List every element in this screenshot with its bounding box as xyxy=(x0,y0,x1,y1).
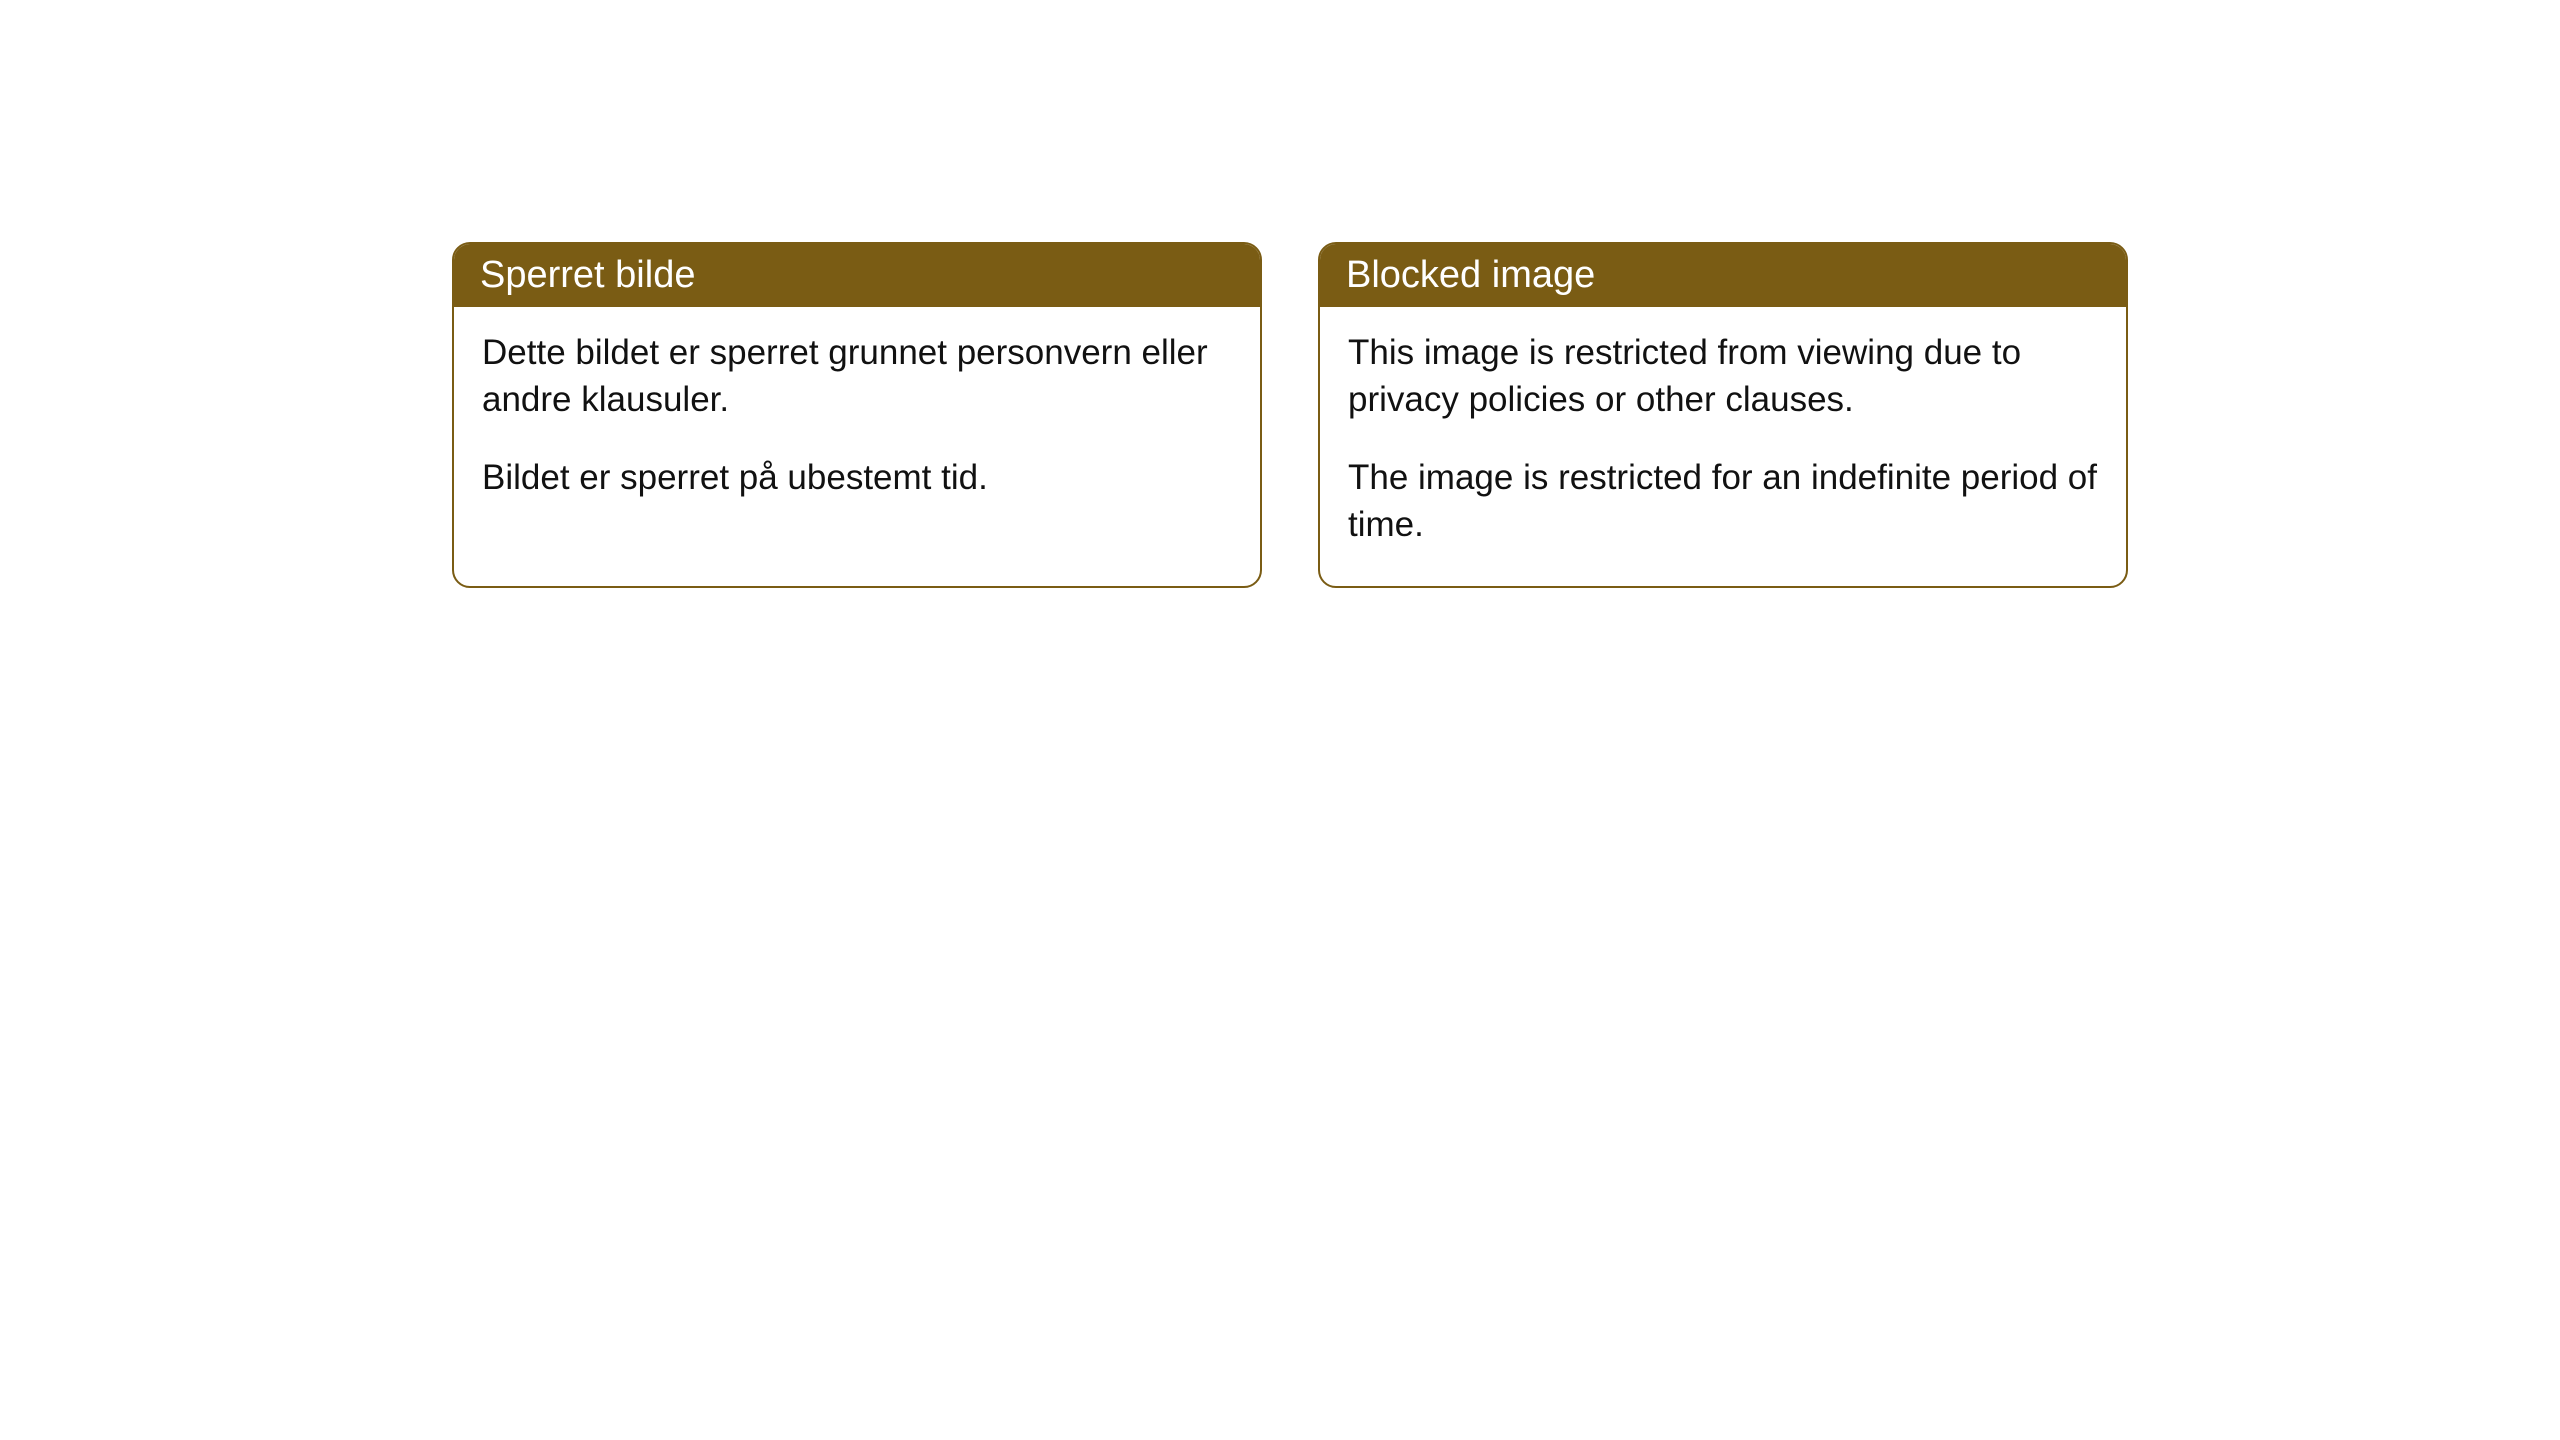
blocked-image-card-norwegian: Sperret bilde Dette bildet er sperret gr… xyxy=(452,242,1262,588)
card-body: This image is restricted from viewing du… xyxy=(1320,307,2126,586)
card-paragraph: Bildet er sperret på ubestemt tid. xyxy=(482,454,1232,501)
card-title: Blocked image xyxy=(1320,244,2126,307)
card-title: Sperret bilde xyxy=(454,244,1260,307)
card-paragraph: The image is restricted for an indefinit… xyxy=(1348,454,2098,549)
card-body: Dette bildet er sperret grunnet personve… xyxy=(454,307,1260,539)
card-paragraph: This image is restricted from viewing du… xyxy=(1348,329,2098,424)
cards-container: Sperret bilde Dette bildet er sperret gr… xyxy=(452,242,2128,588)
card-paragraph: Dette bildet er sperret grunnet personve… xyxy=(482,329,1232,424)
blocked-image-card-english: Blocked image This image is restricted f… xyxy=(1318,242,2128,588)
